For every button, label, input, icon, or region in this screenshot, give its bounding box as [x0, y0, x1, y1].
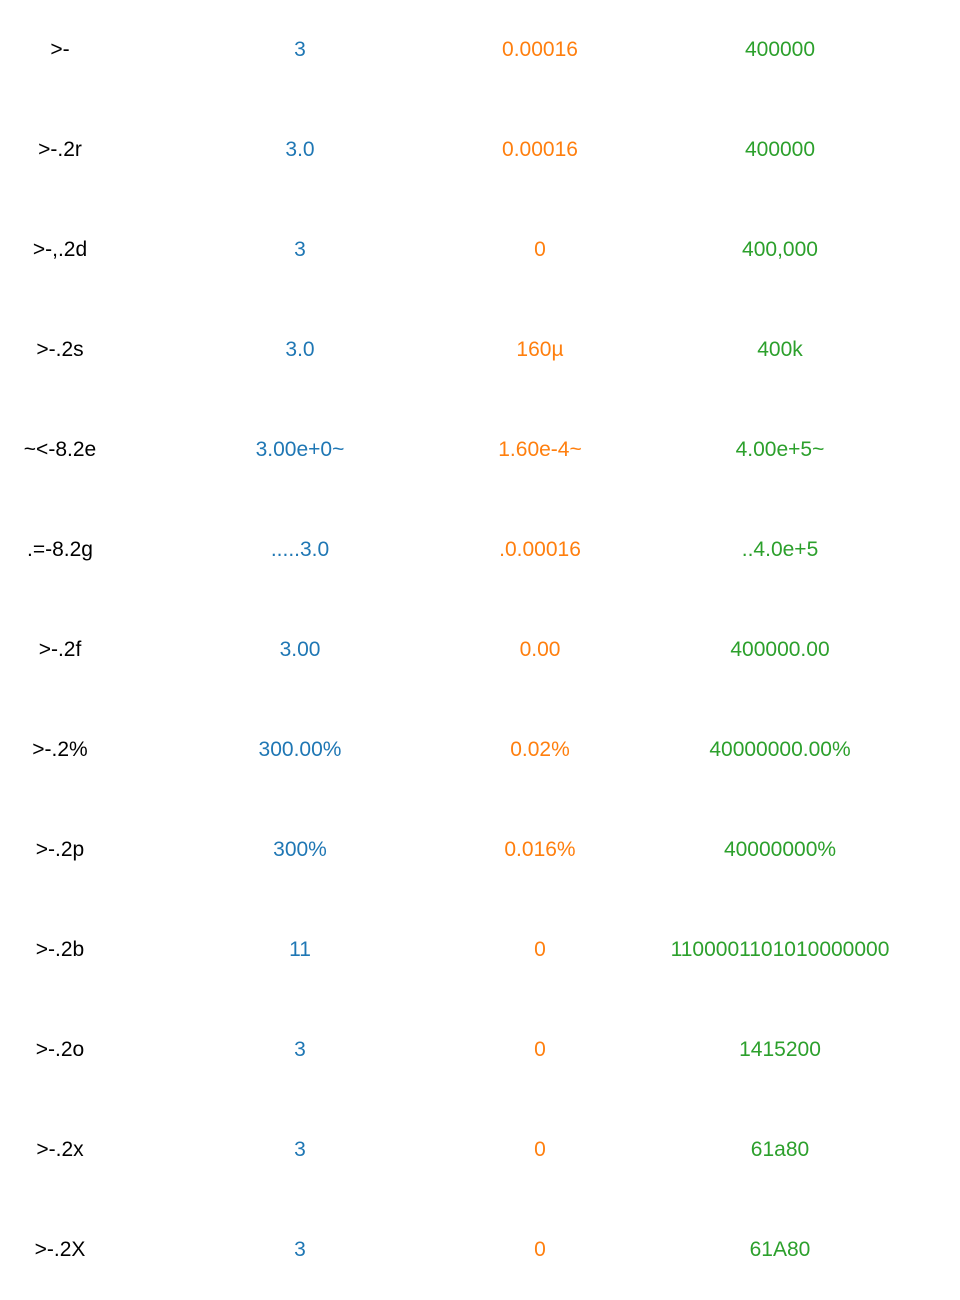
- value-c: 1415200: [739, 1038, 821, 1061]
- format-spec: >-.2o: [35, 1038, 85, 1061]
- table-row: .=-8.2g .....3.0 .0.00016 ..4.0e+5: [0, 500, 960, 600]
- value-c: ..4.0e+5: [741, 538, 819, 561]
- value-c: 400,000: [742, 238, 818, 261]
- format-spec: >-.2f: [38, 638, 82, 661]
- table-row: >-,.2d 3 0 400,000: [0, 200, 960, 300]
- value-c: 61a80: [750, 1138, 810, 1161]
- value-b: 0.00016: [502, 38, 578, 61]
- value-a: 3.0: [285, 338, 315, 361]
- value-a: 3: [294, 238, 306, 261]
- value-b: 0: [534, 1138, 546, 1161]
- table-row: >-.2o 3 0 1415200: [0, 1000, 960, 1100]
- table-row: >-.2r 3.0 0.00016 400000: [0, 100, 960, 200]
- format-spec: >-.2X: [34, 1238, 86, 1261]
- value-c: 4.00e+5~: [735, 438, 825, 461]
- value-c: 400k: [757, 338, 803, 361]
- value-c: 400000.00: [730, 638, 830, 661]
- value-c: 400000: [744, 38, 816, 61]
- format-spec: >-,.2d: [32, 238, 88, 261]
- value-b: 0: [534, 238, 546, 261]
- format-spec: ~<-8.2e: [23, 438, 97, 461]
- table-row: >-.2p 300% 0.016% 40000000%: [0, 800, 960, 900]
- value-a: 11: [289, 938, 311, 961]
- value-c: 61A80: [749, 1238, 811, 1261]
- value-a: 3: [294, 1038, 306, 1061]
- value-c: 40000000.00%: [709, 738, 851, 761]
- table-row: >-.2s 3.0 160µ 400k: [0, 300, 960, 400]
- value-a: 3: [294, 38, 306, 61]
- format-spec: >-.2p: [35, 838, 85, 861]
- table-row: >-.2x 3 0 61a80: [0, 1100, 960, 1200]
- value-a: 3: [294, 1138, 306, 1161]
- value-a: 3.00e+0~: [255, 438, 345, 461]
- table-row: >-.2f 3.00 0.00 400000.00: [0, 600, 960, 700]
- value-a: 3: [294, 1238, 306, 1261]
- table-row: ~<-8.2e 3.00e+0~ 1.60e-4~ 4.00e+5~: [0, 400, 960, 500]
- value-a: 3.00: [279, 638, 321, 661]
- format-spec: >-.2b: [35, 938, 85, 961]
- value-b: 0: [534, 938, 546, 961]
- value-a: .....3.0: [270, 538, 330, 561]
- table-row: >-.2b 11 0 1100001101010000000: [0, 900, 960, 1000]
- format-spec: .=-8.2g: [27, 538, 93, 561]
- value-b: 0.00: [519, 638, 561, 661]
- value-b: 0.016%: [504, 838, 576, 861]
- format-spec: >-: [50, 38, 70, 61]
- value-a: 3.0: [285, 138, 315, 161]
- table-row: >-.2X 3 0 61A80: [0, 1200, 960, 1300]
- table-row: >-.2% 300.00% 0.02% 40000000.00%: [0, 700, 960, 800]
- format-spec: >-.2%: [32, 738, 88, 761]
- value-b: 1.60e-4~: [498, 438, 582, 461]
- value-b: 0: [534, 1238, 546, 1261]
- value-b: 0.02%: [510, 738, 570, 761]
- value-b: 0: [534, 1038, 546, 1061]
- value-b: .0.00016: [499, 538, 581, 561]
- value-c: 400000: [744, 138, 816, 161]
- format-spec: >-.2r: [38, 138, 82, 161]
- value-b: 0.00016: [502, 138, 578, 161]
- format-spec: >-.2x: [36, 1138, 84, 1161]
- value-b: 160µ: [516, 338, 564, 361]
- format-spec: >-.2s: [36, 338, 84, 361]
- value-a: 300.00%: [258, 738, 342, 761]
- value-c: 1100001101010000000: [670, 938, 890, 961]
- table-row: >- 3 0.00016 400000: [0, 0, 960, 100]
- value-c: 40000000%: [723, 838, 837, 861]
- value-a: 300%: [273, 838, 327, 861]
